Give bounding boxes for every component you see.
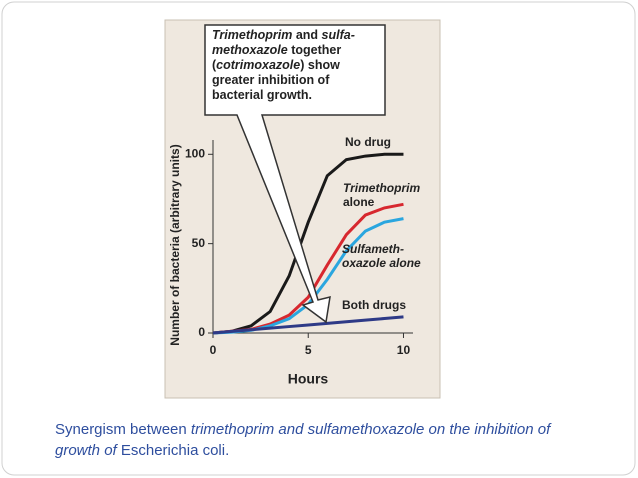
callout: Trimethoprim and sulfa-methoxazole toget… <box>212 28 374 103</box>
line-label: Trimethoprim alone <box>343 181 421 209</box>
y-tick-label: 100 <box>185 146 205 160</box>
text-run: and <box>292 28 322 42</box>
x-tick-label: 10 <box>397 343 411 357</box>
series-line <box>212 315 404 335</box>
series-line <box>212 152 404 335</box>
y-tick-label: 0 <box>198 325 205 339</box>
line-label: Sulfameth-oxazole alone <box>342 242 421 270</box>
text-run: together ( <box>212 43 342 72</box>
text-run: ) show greater inhibition of bacterial g… <box>212 58 340 102</box>
y-axis-label: Number of bacteria (arbitrary units) <box>168 144 182 345</box>
text-run: Escherichia coli. <box>116 442 230 459</box>
line-label: Both drugs <box>342 298 406 312</box>
text-run: trimethoprim and sulfamethoxazole on the… <box>55 421 551 459</box>
text-run: sulfa-methoxazole <box>212 28 355 57</box>
callout-arrow <box>204 24 386 324</box>
x-tick-label: 5 <box>305 343 312 357</box>
plot: 0 50 100 0 5 10 <box>185 140 413 357</box>
y-tick-label: 50 <box>192 236 206 250</box>
caption: Synergism between trimethoprim and sulfa… <box>55 419 595 461</box>
line-label: No drug <box>345 135 391 149</box>
text-run: Trimethoprim <box>212 28 293 42</box>
x-axis-label: Hours <box>288 371 329 387</box>
text-run: Synergism between <box>55 421 191 438</box>
x-tick-label: 0 <box>210 343 217 357</box>
text-run: cotrimoxazole <box>216 58 301 72</box>
